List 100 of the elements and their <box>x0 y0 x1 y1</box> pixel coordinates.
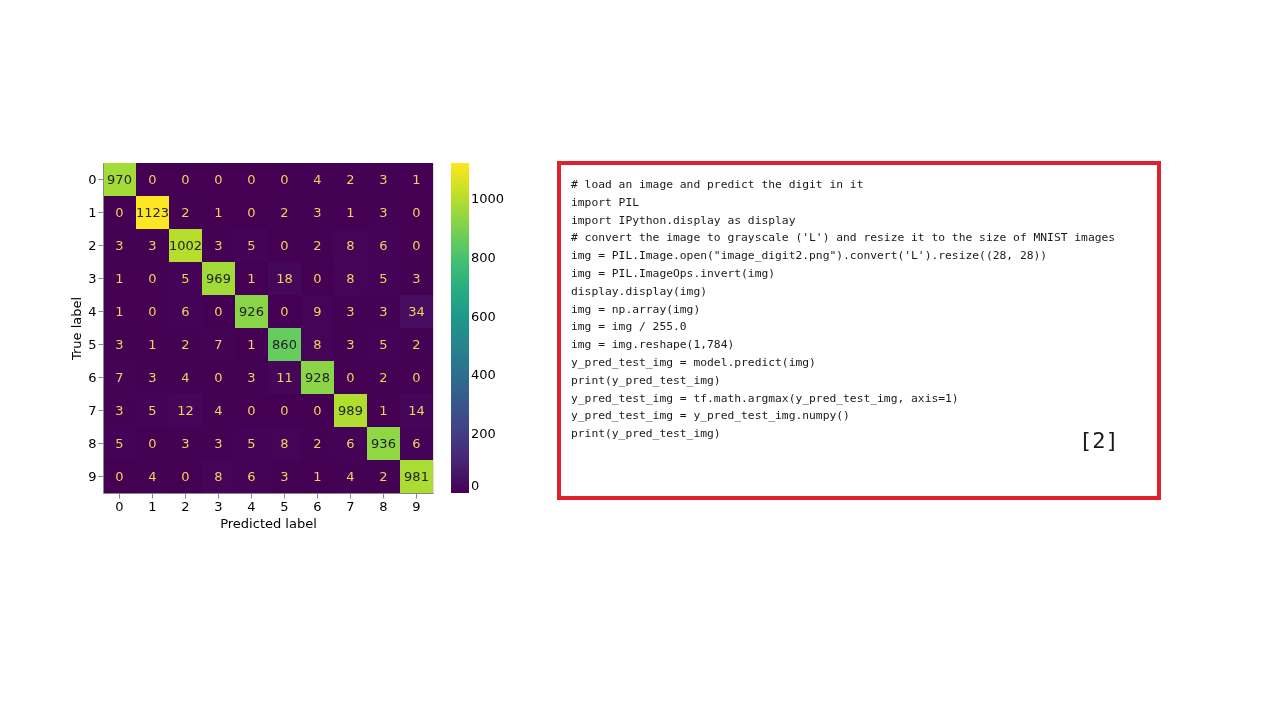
data-label: 2 <box>313 237 322 253</box>
data-label: 3 <box>115 237 124 253</box>
data-label: 8 <box>346 237 355 253</box>
y-tick-label: 0 <box>88 171 97 187</box>
data-label: 8 <box>214 468 223 484</box>
data-label: 2 <box>379 468 388 484</box>
text: display.display(img) <box>571 284 708 298</box>
text: img = PIL.ImageOps.invert(img) <box>571 267 776 280</box>
data-label: 3 <box>214 237 223 253</box>
x-tick-label: 1 <box>148 498 157 514</box>
y-tick-label: 5 <box>88 336 97 352</box>
y-tick-label: 9 <box>88 468 97 484</box>
color-bar-label: 0 <box>471 478 480 493</box>
data-label: 34 <box>408 303 425 319</box>
text: # convert the image to grayscale ('L') and resize it to the size of MNIST images <box>571 231 1116 245</box>
data-label: 1002 <box>168 237 203 253</box>
text: import IPython.display as display <box>571 213 796 227</box>
data-label: 3 <box>148 369 157 385</box>
data-label: 5 <box>379 336 388 352</box>
data-label: 4 <box>148 468 157 484</box>
color-bar-label: 400 <box>471 367 496 383</box>
data-label: 2 <box>313 435 322 451</box>
x-axis-title: Predicted label <box>220 515 317 531</box>
data-label: 5 <box>379 270 388 286</box>
data-label: 928 <box>305 369 330 385</box>
data-label: 3 <box>346 336 355 352</box>
data-label: 1 <box>412 171 421 187</box>
data-label: 5 <box>181 270 190 286</box>
data-label: 3 <box>379 204 388 220</box>
data-label: 936 <box>371 435 396 451</box>
data-label: 3 <box>181 435 190 451</box>
data-label: 0 <box>214 171 223 187</box>
data-label: 3 <box>115 336 124 352</box>
y-tick-label: 8 <box>88 435 97 451</box>
text: y_pred_test_img = tf.math.argmax(y_pred_test_img, axis=1) <box>571 391 959 405</box>
data-label: 2 <box>346 171 355 187</box>
data-label: 6 <box>181 303 190 319</box>
y-axis-title: True label <box>69 296 85 362</box>
data-label: 4 <box>346 468 355 484</box>
data-label: 0 <box>115 468 124 484</box>
y-tick-label: 1 <box>88 204 97 220</box>
data-label: 4 <box>181 369 190 385</box>
data-label: 2 <box>280 204 289 220</box>
data-label: 6 <box>379 237 388 253</box>
data-label: 8 <box>346 270 355 286</box>
data-label: 1 <box>247 336 256 352</box>
data-label: 7 <box>214 336 223 352</box>
color-bar-label: 1000 <box>471 191 505 207</box>
y-tick-label: 3 <box>88 270 97 286</box>
text: [2] <box>1079 428 1119 453</box>
data-label: 1 <box>115 303 124 319</box>
data-label: 0 <box>412 204 421 220</box>
data-label: 1 <box>148 336 157 352</box>
data-label: 926 <box>239 303 264 319</box>
data-label: 1123 <box>135 204 170 220</box>
color-bar-label: 800 <box>471 249 496 265</box>
data-label: 0 <box>313 402 322 418</box>
text: print(y_pred_test_img) <box>571 427 721 441</box>
data-label: 1 <box>115 270 124 286</box>
data-label: 3 <box>115 402 124 418</box>
data-label: 11 <box>276 369 293 385</box>
x-tick-label: 6 <box>313 498 322 514</box>
data-label: 0 <box>313 270 322 286</box>
data-label: 0 <box>214 303 223 319</box>
text: img = img / 255.0 <box>571 320 687 334</box>
data-label: 0 <box>148 303 157 319</box>
data-label: 3 <box>379 303 388 319</box>
data-label: 0 <box>412 369 421 385</box>
y-tick-label: 6 <box>88 369 97 385</box>
data-label: 970 <box>107 171 132 187</box>
data-label: 2 <box>181 204 190 220</box>
data-label: 3 <box>412 270 421 286</box>
text: # load an image and predict the digit in it <box>571 178 864 191</box>
text: img = np.array(img) <box>571 302 701 316</box>
y-tick-label: 7 <box>88 402 97 418</box>
data-label: 14 <box>408 402 425 418</box>
data-label: 0 <box>181 468 190 484</box>
data-label: 6 <box>346 435 355 451</box>
data-label: 0 <box>280 171 289 187</box>
text: img = PIL.Image.open("image_digit2.png").convert('L').resize((28, 28)) <box>571 249 1048 263</box>
data-label: 0 <box>181 171 190 187</box>
x-tick-label: 5 <box>280 498 289 514</box>
data-label: 3 <box>247 369 256 385</box>
text: y_pred_test_img = y_pred_test_img.numpy() <box>571 409 850 423</box>
text: print(y_pred_test_img) <box>571 373 721 387</box>
data-label: 981 <box>404 468 429 484</box>
data-label: 989 <box>338 402 363 418</box>
data-label: 18 <box>276 270 293 286</box>
data-label: 2 <box>412 336 421 352</box>
data-label: 6 <box>412 435 421 451</box>
data-label: 969 <box>206 270 231 286</box>
y-tick-label: 4 <box>88 303 97 319</box>
data-label: 0 <box>247 204 256 220</box>
color-bar-label: 200 <box>471 426 496 442</box>
data-label: 0 <box>412 237 421 253</box>
text: y_pred_test_img = model.predict(img) <box>571 356 816 369</box>
data-label: 0 <box>115 204 124 220</box>
data-label: 0 <box>214 369 223 385</box>
data-label: 0 <box>280 237 289 253</box>
text: img = img.reshape(1,784) <box>571 338 735 352</box>
